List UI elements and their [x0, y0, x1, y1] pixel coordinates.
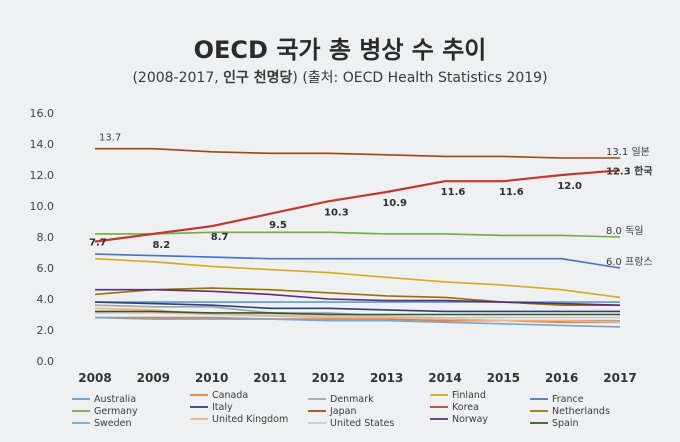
legend-label-japan: Japan	[329, 406, 357, 417]
data-labels: 7.7 8.2 8.7 9.5 10.3 10.9 11.6 11.6 12.0 13.7	[89, 133, 582, 251]
series-lines	[94, 147, 621, 328]
x-tick-label: 2008	[78, 371, 111, 385]
legend-label-united-kingdom: United Kingdom	[212, 414, 288, 425]
data-label-korea: 8.7	[211, 232, 229, 243]
annotation-korea: 12.3 한국	[606, 165, 653, 177]
legend-label-norway: Norway	[452, 414, 488, 425]
subtitle-bold: 인구 천명당	[223, 69, 292, 86]
data-label-korea: 11.6	[499, 187, 524, 198]
series-line-germany	[95, 231, 621, 238]
legend-label-korea: Korea	[452, 402, 479, 413]
y-tick-label: 10.0	[30, 200, 55, 213]
legend-label-australia: Australia	[94, 394, 136, 405]
annotations: 13.1 일본 12.3 한국 8.0 독일 6.0 프랑스	[606, 146, 653, 268]
series-line-korea	[94, 169, 621, 243]
series-line-united-states	[95, 312, 620, 319]
x-tick-label: 2013	[370, 371, 403, 385]
y-axis: 0.0 2.0 4.0 6.0 8.0 10.0 12.0 14.0 16.0	[30, 107, 55, 368]
data-label-korea: 10.3	[324, 207, 349, 218]
annotation-country: 한국	[631, 165, 653, 177]
series-line-sweden	[94, 316, 621, 328]
annotation-japan: 13.1 일본	[606, 146, 650, 158]
legend-label-sweden: Sweden	[94, 418, 132, 429]
data-label-japan: 13.7	[99, 133, 121, 144]
data-label-korea: 9.5	[269, 220, 287, 231]
legend-label-denmark: Denmark	[330, 394, 374, 405]
series-line-norway	[95, 288, 621, 306]
annotation-germany: 8.0 독일	[606, 225, 643, 237]
series-line-spain	[95, 310, 620, 316]
legend-label-united-states: United States	[330, 418, 394, 429]
legend-label-netherlands: Netherlands	[552, 406, 610, 417]
x-tick-label: 2014	[428, 371, 461, 385]
data-label-korea: 8.2	[152, 240, 170, 251]
legend: Australia Canada Denmark Finland France Germa…	[72, 390, 610, 429]
y-tick-label: 0.0	[37, 355, 55, 368]
legend-label-germany: Germany	[94, 406, 138, 417]
x-axis: 2008 2009 2010 2011 2012 2013 2014 2015 2016 2017	[78, 371, 636, 385]
legend-label-canada: Canada	[212, 390, 248, 401]
y-tick-label: 14.0	[30, 138, 55, 151]
subtitle-prefix: (2008-2017,	[132, 70, 223, 86]
data-label-korea: 12.0	[557, 181, 582, 192]
series-line-finland	[94, 257, 621, 299]
x-tick-label: 2010	[195, 371, 228, 385]
x-tick-label: 2012	[312, 371, 345, 385]
legend-label-spain: Spain	[552, 418, 579, 429]
series-line-france	[94, 253, 621, 269]
data-label-korea: 10.9	[382, 198, 407, 209]
legend-label-italy: Italy	[212, 402, 233, 413]
y-tick-label: 6.0	[37, 262, 55, 275]
x-tick-label: 2015	[487, 371, 520, 385]
legend-label-france: France	[552, 394, 584, 405]
data-label-korea: 11.6	[441, 187, 466, 198]
x-tick-label: 2016	[545, 371, 578, 385]
annotation-value: 12.3	[606, 166, 631, 177]
annotation-france: 6.0 프랑스	[606, 256, 653, 268]
legend-label-finland: Finland	[452, 390, 486, 401]
x-tick-label: 2011	[253, 371, 286, 385]
y-tick-label: 4.0	[37, 293, 55, 306]
y-tick-label: 8.0	[37, 231, 55, 244]
y-tick-label: 2.0	[37, 324, 55, 337]
series-line-italy	[94, 301, 620, 313]
subtitle-suffix: ) (출처: OECD Health Statistics 2019)	[292, 70, 547, 86]
chart-title: OECD 국가 총 병상 수 추이	[194, 36, 487, 64]
y-tick-label: 12.0	[30, 169, 55, 182]
data-label-korea: 7.7	[89, 238, 107, 249]
x-tick-label: 2017	[603, 371, 636, 385]
series-line-japan	[95, 147, 620, 159]
y-tick-label: 16.0	[30, 107, 55, 120]
x-tick-label: 2009	[137, 371, 170, 385]
chart-subtitle: (2008-2017, 인구 천명당) (출처: OECD Health Sta…	[132, 69, 547, 86]
